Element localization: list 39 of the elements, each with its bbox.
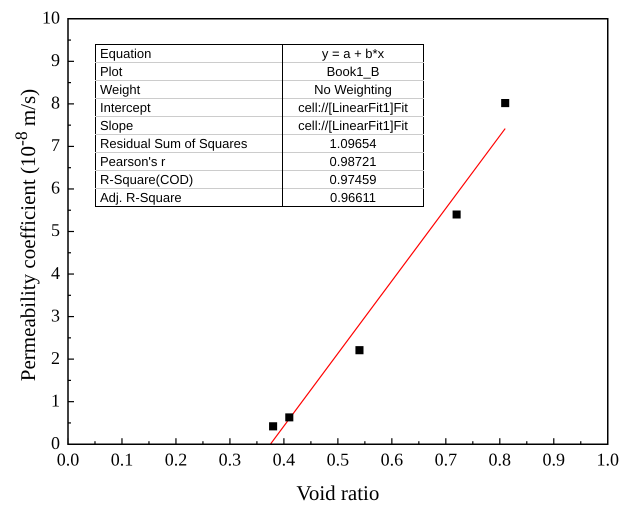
x-tick-label: 0.1 xyxy=(110,450,134,470)
annotation: cell://[LinearFit1]Fit xyxy=(297,99,409,116)
x-tick-label: 0.4 xyxy=(272,450,296,470)
annotation: Book1_B xyxy=(326,63,380,80)
annotation: 0.96611 xyxy=(328,189,378,206)
y-tick-label: 6 xyxy=(51,178,60,198)
annotation: 0.97459 xyxy=(328,171,378,188)
x-tick-label: 0.9 xyxy=(542,450,566,470)
x-tick-label: 0.5 xyxy=(326,450,350,470)
y-tick-label: 4 xyxy=(51,262,60,283)
annotation: Residual Sum of Squares xyxy=(96,134,282,152)
x-tick-label: 1.0 xyxy=(596,450,619,470)
y-tick-label: 9 xyxy=(51,50,60,70)
y-tick-label: 8 xyxy=(51,92,60,113)
annotation: No Weighting xyxy=(313,81,393,98)
x-tick-label: 0.8 xyxy=(488,450,512,470)
x-tick-label: 0.6 xyxy=(380,450,404,470)
annotation: Slope xyxy=(96,116,282,134)
annotation: 1.09654 xyxy=(328,135,378,152)
annotation: Weight xyxy=(96,80,282,98)
x-tick-label: 0.2 xyxy=(164,450,188,470)
annotation: cell://[LinearFit1]Fit xyxy=(297,117,409,134)
y-tick-label: 3 xyxy=(51,305,60,326)
y-tick-label: 2 xyxy=(51,348,60,368)
x-tick-label: 0.3 xyxy=(218,450,242,470)
annotation: Adj. R-Square xyxy=(96,188,282,206)
annotation: Intercept xyxy=(96,98,282,116)
annotation: Plot xyxy=(96,62,282,80)
x-axis-title: Void ratio xyxy=(296,480,380,505)
y-tick-label: 1 xyxy=(51,390,60,410)
annotation: Equation xyxy=(96,44,282,62)
annotation: y = a + b*x xyxy=(320,45,386,62)
x-tick-label: 0.7 xyxy=(434,450,458,470)
annotation: 0.98721 xyxy=(328,153,378,170)
annotation: Pearson's r xyxy=(96,152,282,170)
annotation: R-Square(COD) xyxy=(96,170,282,188)
y-tick-label: 7 xyxy=(51,135,60,156)
y-tick-label: 10 xyxy=(42,8,60,28)
y-tick-label: 5 xyxy=(51,220,60,240)
